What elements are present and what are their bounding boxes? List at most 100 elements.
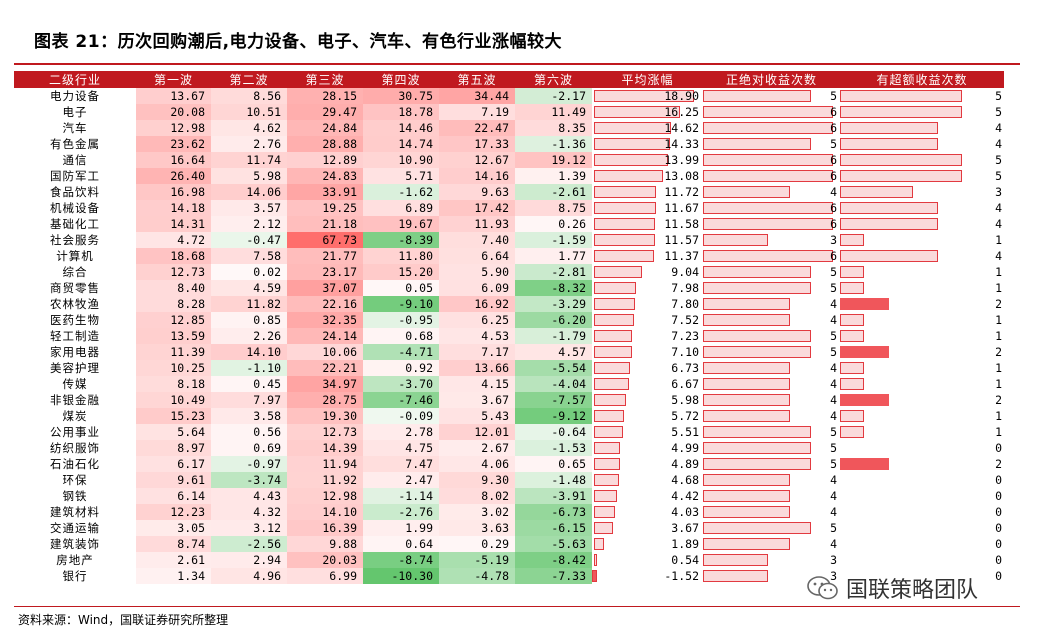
wave-value: 14.31: [136, 216, 211, 232]
avg-gain-label: 0.54: [671, 553, 699, 567]
excess-return-count-cell: 5: [840, 88, 1004, 104]
avg-gain-cell: 4.99: [592, 440, 703, 456]
wave-value: 22.47: [439, 120, 515, 136]
excess-return-count-label: 5: [995, 105, 1002, 119]
abs-return-count-cell: 4: [703, 488, 840, 504]
excess-return-count-label: 2: [995, 457, 1002, 471]
wave-value: 37.07: [287, 280, 363, 296]
excess-return-count-label: 1: [995, 377, 1002, 391]
excess-return-count-cell: 4: [840, 200, 1004, 216]
wave-value: 8.18: [136, 376, 211, 392]
avg-gain-bar: [594, 138, 670, 150]
wave-value: -2.81: [515, 264, 592, 280]
wave-value: 7.58: [211, 248, 287, 264]
excess-return-count-bar: [840, 90, 962, 102]
excess-return-count-cell: 0: [840, 440, 1004, 456]
abs-return-count-bar: [703, 426, 812, 438]
avg-gain-cell: 5.51: [592, 424, 703, 440]
abs-return-count-label: 5: [830, 89, 837, 103]
avg-gain-cell: 7.52: [592, 312, 703, 328]
wave-value: 4.62: [211, 120, 287, 136]
table-row: 家用电器 11.39 14.10 10.06 -4.71 7.17 4.57 7.10 5 2: [14, 344, 1004, 360]
abs-return-count-bar: [703, 538, 790, 550]
wave-value: 0.56: [211, 424, 287, 440]
abs-return-count-bar: [703, 522, 812, 534]
industry-name: 电子: [62, 105, 88, 119]
abs-return-count-cell: 6: [703, 120, 840, 136]
wave-value: -3.29: [515, 296, 592, 312]
wave-value: 6.09: [439, 280, 515, 296]
wave-value: 8.02: [439, 488, 515, 504]
column-header: 第二波: [211, 71, 287, 88]
wave-value: 4.72: [136, 232, 211, 248]
industry-name: 煤炭: [62, 409, 88, 423]
wave-value: 12.67: [439, 152, 515, 168]
wave-value: 16.98: [136, 184, 211, 200]
wave-value: 19.67: [363, 216, 439, 232]
wave-value: 14.06: [211, 184, 287, 200]
excess-return-count-cell: 0: [840, 488, 1004, 504]
abs-return-count-bar: [703, 186, 790, 198]
avg-gain-bar: [594, 282, 637, 294]
wave-value: 2.26: [211, 328, 287, 344]
excess-return-count-label: 1: [995, 265, 1002, 279]
abs-return-count-cell: 5: [703, 88, 840, 104]
footer-divider: [14, 606, 1020, 607]
wave-value: 20.03: [287, 552, 363, 568]
abs-return-count-bar: [703, 298, 790, 310]
avg-gain-label: 18.90: [664, 89, 699, 103]
industry-name: 公用事业: [50, 425, 100, 439]
wave-value: -1.10: [211, 360, 287, 376]
table-row: 综合 12.73 0.02 23.17 15.20 5.90 -2.81 9.04 5 1: [14, 264, 1004, 280]
avg-gain-cell: 13.08: [592, 168, 703, 184]
abs-return-count-label: 4: [830, 489, 837, 503]
column-header: 二级行业: [14, 71, 136, 88]
avg-gain-cell: 11.58: [592, 216, 703, 232]
wave-value: 5.71: [363, 168, 439, 184]
table-row: 计算机 18.68 7.58 21.77 11.80 6.64 1.77 11.37 6 4: [14, 248, 1004, 264]
avg-gain-label: 5.51: [671, 425, 699, 439]
abs-return-count-label: 5: [830, 265, 837, 279]
wave-value: -9.10: [363, 296, 439, 312]
avg-gain-cell: 1.89: [592, 536, 703, 552]
excess-return-count-label: 5: [995, 153, 1002, 167]
wave-value: 0.92: [363, 360, 439, 376]
wave-value: 17.42: [439, 200, 515, 216]
excess-return-count-cell: 2: [840, 392, 1004, 408]
industry-name: 美容护理: [50, 361, 100, 375]
wave-value: -6.20: [515, 312, 592, 328]
abs-return-count-cell: 5: [703, 136, 840, 152]
avg-gain-bar: [594, 298, 636, 310]
wave-value: -1.79: [515, 328, 592, 344]
table-row: 机械设备 14.18 3.57 19.25 6.89 17.42 8.75 11.67 6 4: [14, 200, 1004, 216]
wave-value: 10.06: [287, 344, 363, 360]
industry-name: 通信: [62, 153, 88, 167]
abs-return-count-bar: [703, 554, 768, 566]
avg-gain-label: 11.67: [664, 201, 699, 215]
abs-return-count-bar: [703, 202, 833, 214]
wave-value: 7.47: [363, 456, 439, 472]
column-header: 第一波: [136, 71, 211, 88]
abs-return-count-label: 6: [830, 121, 837, 135]
excess-return-count-bar: [840, 298, 889, 310]
wave-value: 22.16: [287, 296, 363, 312]
avg-gain-bar: [594, 106, 680, 118]
wave-value: -1.53: [515, 440, 592, 456]
avg-gain-label: 4.68: [671, 473, 699, 487]
excess-return-count-label: 0: [995, 489, 1002, 503]
wave-value: 33.91: [287, 184, 363, 200]
wave-value: -5.63: [515, 536, 592, 552]
wave-value: 1.34: [136, 568, 211, 584]
avg-gain-bar: [594, 538, 604, 550]
wave-value: 8.40: [136, 280, 211, 296]
avg-gain-cell: -1.52: [592, 568, 703, 584]
wave-value: 24.84: [287, 120, 363, 136]
excess-return-count-cell: 4: [840, 216, 1004, 232]
avg-gain-label: 6.67: [671, 377, 699, 391]
excess-return-count-label: 0: [995, 473, 1002, 487]
wave-value: 3.05: [136, 520, 211, 536]
abs-return-count-cell: 4: [703, 296, 840, 312]
table-row: 房地产 2.61 2.94 20.03 -8.74 -5.19 -8.42 0.54 3 0: [14, 552, 1004, 568]
title-divider: [14, 63, 1020, 65]
industry-name: 综合: [62, 265, 88, 279]
